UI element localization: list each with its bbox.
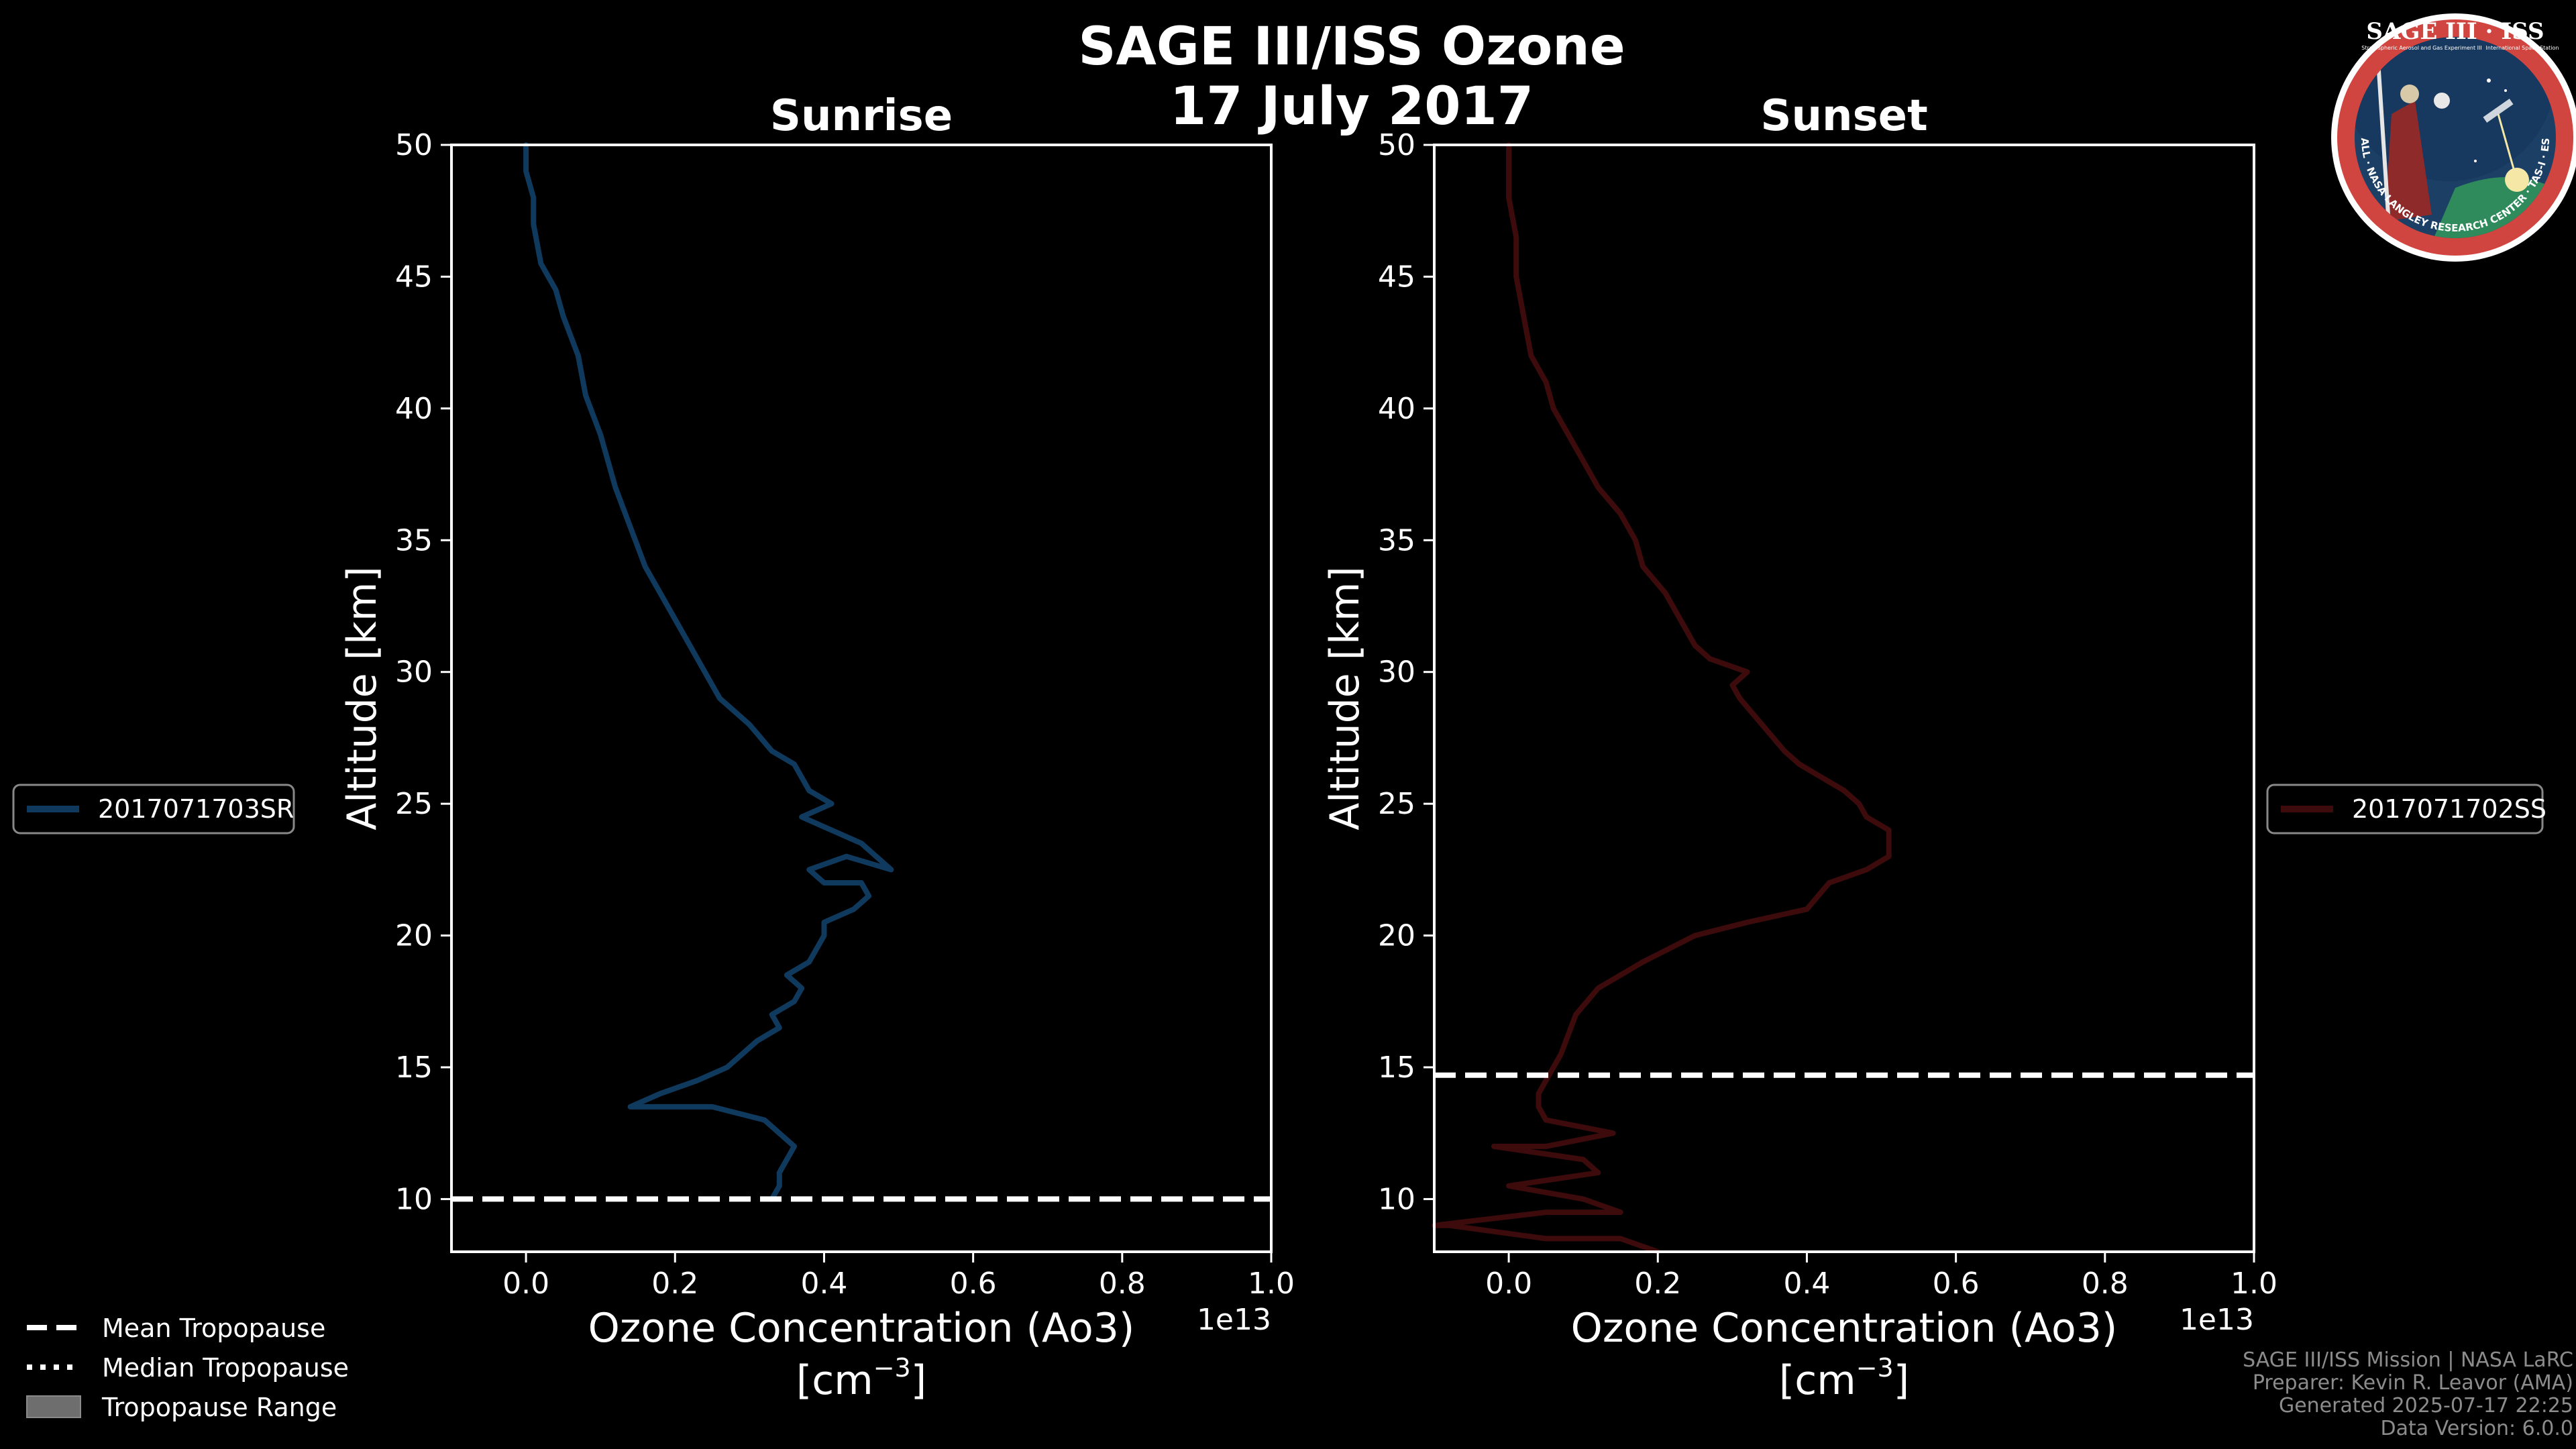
- patch-subtitle-right: International Space Station: [2486, 45, 2559, 51]
- sunset-panel-title: Sunset: [1760, 91, 1927, 141]
- sunrise-y-tick-label: 10: [395, 1182, 433, 1216]
- sunset-x-tick-label: 0.8: [2082, 1267, 2129, 1301]
- sunset-x-tick-label: 1.0: [2231, 1267, 2277, 1301]
- sunrise-legend: 2017071703SR: [12, 784, 295, 835]
- sunset-legend-box: [2266, 784, 2544, 835]
- tropopause-legend: Mean Tropopause Median Tropopause Tropop…: [26, 1313, 349, 1422]
- sunrise-y-tick-label: 35: [395, 523, 433, 557]
- footer-credits: SAGE III/ISS Mission | NASA LaRC Prepare…: [2243, 1348, 2573, 1440]
- sunrise-y-tick-label: 20: [395, 919, 433, 953]
- sunrise-x-tick-label: 0.6: [950, 1267, 997, 1301]
- sunrise-x-tick-label: 0.2: [651, 1267, 698, 1301]
- sunrise-x-tick-label: 0.0: [502, 1267, 549, 1301]
- sunset-y-tick-label: 20: [1378, 919, 1415, 953]
- sunrise-y-tick-label: 30: [395, 655, 433, 690]
- sunrise-y-tick-label: 40: [395, 392, 433, 426]
- sunset-x-tick-label: 0.4: [1783, 1267, 1830, 1301]
- sunrise-plot-frame: [450, 144, 1273, 1253]
- footer-data-version: Data Version: 6.0.0: [2381, 1417, 2573, 1440]
- sunset-legend: 2017071702SS: [2266, 784, 2546, 835]
- sunrise-y-tick-label: 25: [395, 787, 433, 821]
- sunrise-x-tick-label: 0.4: [800, 1267, 847, 1301]
- sunrise-y-tick-label: 15: [395, 1051, 433, 1085]
- patch-iss-icon: [2483, 99, 2514, 123]
- sunset-y-tick-label: 30: [1378, 655, 1415, 690]
- sunset-x-tick-label: 0.2: [1634, 1267, 1681, 1301]
- sunrise-x-axis-label: Ozone Concentration (Ao3): [588, 1305, 1135, 1352]
- sunrise-legend-label: 2017071703SR: [98, 794, 294, 824]
- sunrise-y-tick-label: 50: [395, 128, 433, 162]
- chart-title-line1: SAGE III/ISS Ozone: [1078, 17, 1625, 77]
- sunrise-x-axis-unit: [cm−3]: [796, 1353, 926, 1404]
- patch-staff-icon: [2376, 60, 2390, 215]
- sunset-y-tick-label: 25: [1378, 787, 1415, 821]
- sunset-y-tick-label: 50: [1378, 128, 1415, 162]
- patch-subtitle-left: Stratospheric Aerosol and Gas Experiment…: [2361, 45, 2481, 51]
- sunset-y-tick-label: 15: [1378, 1051, 1415, 1085]
- chart-title-line2: 17 July 2017: [1170, 76, 1534, 137]
- mean-tropopause-label: Mean Tropopause: [102, 1313, 325, 1343]
- footer-preparer: Preparer: Kevin R. Leavor (AMA): [2253, 1371, 2573, 1395]
- sunset-y-tick-label: 35: [1378, 523, 1415, 557]
- sunrise-y-tick-label: 45: [395, 260, 433, 294]
- sunset-plot-frame: [1433, 144, 2255, 1253]
- sunset-x-exponent: 1e13: [2180, 1303, 2254, 1337]
- sunrise-x-tick-label: 1.0: [1248, 1267, 1295, 1301]
- footer-mission: SAGE III/ISS Mission | NASA LaRC: [2243, 1348, 2573, 1372]
- sunset-y-tick-label: 40: [1378, 392, 1415, 426]
- sunrise-panel: Sunrise 10 15 20 25 30 35 40 45 50 0.0 0.2 0.4 0.6 0.…: [339, 91, 1295, 1404]
- sunset-y-tick-label: 10: [1378, 1182, 1415, 1216]
- sunrise-y-axis-label: Altitude [km]: [339, 566, 386, 830]
- tropopause-range-label: Tropopause Range: [101, 1393, 337, 1422]
- footer-generated: Generated 2025-07-17 22:25: [2279, 1394, 2573, 1417]
- sunrise-legend-box: [12, 784, 295, 835]
- patch-figure-icon: [2385, 101, 2432, 221]
- sunset-legend-label: 2017071702SS: [2352, 794, 2546, 824]
- median-tropopause-label: Median Tropopause: [102, 1353, 349, 1383]
- patch-moon-icon: [2434, 93, 2450, 109]
- sunrise-x-tick-label: 0.8: [1099, 1267, 1146, 1301]
- patch-sun-icon: [2505, 168, 2529, 192]
- sunset-x-tick-label: 0.0: [1485, 1267, 1532, 1301]
- sunset-profile-line: [1432, 142, 1892, 1254]
- sunset-y-tick-label: 45: [1378, 260, 1415, 294]
- sunset-x-axis-label: Ozone Concentration (Ao3): [1571, 1305, 2118, 1352]
- patch-title: SAGE III · ISS: [2366, 18, 2544, 45]
- sunrise-panel-title: Sunrise: [770, 91, 953, 141]
- sunrise-profile-line: [523, 142, 894, 1202]
- tropopause-range-swatch: [26, 1395, 81, 1418]
- sunset-x-tick-label: 0.6: [1933, 1267, 1980, 1301]
- sunrise-x-exponent: 1e13: [1197, 1303, 1271, 1337]
- sunset-panel: Sunset 10 15 20 25 30 35 40 45 50 0.0 0.2 0.4 0.6 0.8…: [1322, 91, 2277, 1404]
- sunset-y-axis-label: Altitude [km]: [1322, 566, 1368, 830]
- sunset-x-axis-unit: [cm−3]: [1779, 1353, 1909, 1404]
